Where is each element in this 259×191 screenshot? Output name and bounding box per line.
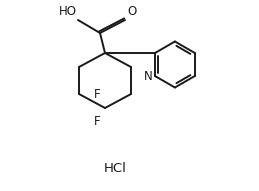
- Text: F: F: [93, 88, 100, 101]
- Text: HO: HO: [59, 5, 77, 18]
- Text: F: F: [93, 115, 100, 128]
- Text: O: O: [127, 5, 136, 18]
- Text: HCl: HCl: [104, 163, 126, 176]
- Text: N: N: [144, 70, 153, 83]
